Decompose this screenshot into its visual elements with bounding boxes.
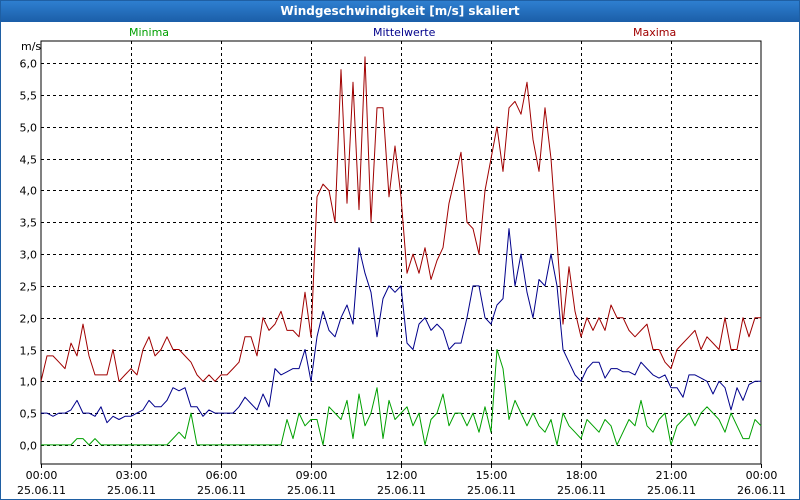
x-tick-date-label: 25.06.11	[287, 484, 336, 497]
x-tick-date-label: 25.06.11	[557, 484, 606, 497]
chart-title: Windgeschwindigkeit [m/s] skaliert	[1, 1, 799, 22]
grid-lines	[41, 41, 762, 468]
x-tick-date-label: 25.06.11	[197, 484, 246, 497]
legend-minima: Minima	[129, 26, 170, 39]
y-tick-label: 0,5	[20, 408, 38, 421]
x-tick-date-label: 25.06.11	[107, 484, 156, 497]
x-tick-time-label: 09:00	[296, 469, 328, 482]
x-tick-date-label: 25.06.11	[647, 484, 696, 497]
series-line-minima	[41, 349, 762, 446]
y-tick-label: 1,5	[20, 345, 38, 358]
x-tick-date-label: 26.06.11	[737, 484, 786, 497]
x-tick-time-label: 00:00	[26, 469, 58, 482]
x-tick-time-label: 00:00	[746, 469, 778, 482]
x-tick-date-label: 25.06.11	[377, 484, 426, 497]
y-tick-label: 5,5	[20, 90, 38, 103]
legend-maxima: Maxima	[633, 26, 677, 39]
y-tick-label: 6,0	[20, 58, 38, 71]
series-line-maxima	[40, 56, 761, 382]
y-tick-label: 1,0	[20, 376, 38, 389]
y-axis-label: m/s	[21, 40, 41, 53]
y-tick-labels: 0,0 0,5 1,0 1,5 2,0 2,5 3,0 3,5 4,0 4,5 5,0 5,5 6,0	[20, 58, 38, 453]
x-tick-time-label: 15:00	[476, 469, 508, 482]
y-tick-label: 0,0	[20, 440, 38, 453]
x-tick-date-label: 25.06.11	[467, 484, 516, 497]
x-tick-time-label: 12:00	[386, 469, 418, 482]
x-tick-time-label: 06:00	[206, 469, 238, 482]
x-tick-date-label: 25.06.11	[17, 484, 66, 497]
x-tick-time-label: 18:00	[566, 469, 598, 482]
legend-mittelwerte: Mittelwerte	[373, 26, 436, 39]
x-tick-time-label: 21:00	[656, 469, 688, 482]
y-tick-label: 5,0	[20, 122, 38, 135]
y-tick-label: 3,0	[20, 249, 38, 262]
y-tick-label: 3,5	[20, 217, 38, 230]
y-tick-label: 2,5	[20, 281, 38, 294]
y-tick-label: 2,0	[20, 313, 38, 326]
x-tick-time-label: 03:00	[116, 469, 148, 482]
series-line-mittelwerte	[41, 228, 761, 424]
y-tick-label: 4,0	[20, 185, 38, 198]
y-tick-label: 4,5	[20, 154, 38, 167]
x-tick-labels: 00:00 25.06.11 03:00 25.06.11 06:00 25.06.11 0…	[17, 469, 786, 497]
series-lines	[40, 56, 762, 446]
